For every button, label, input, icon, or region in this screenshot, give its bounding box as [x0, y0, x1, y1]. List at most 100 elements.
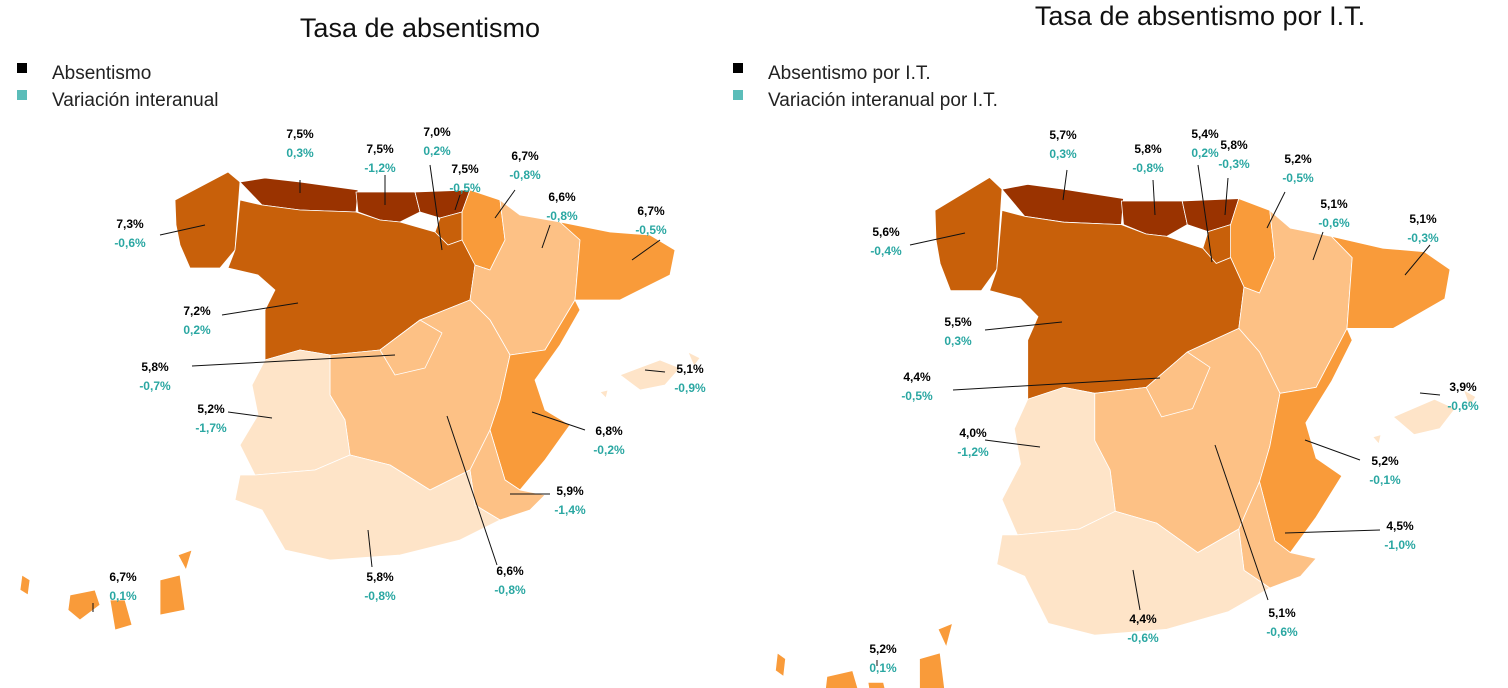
- legend-swatch: [17, 63, 27, 73]
- region: [19, 574, 31, 596]
- region-variation: -0,8%: [364, 589, 396, 603]
- leader-line: [984, 439, 1041, 448]
- region-value: 5,9%: [556, 484, 584, 498]
- region-variation: -1,2%: [364, 161, 396, 175]
- region-variation: -0,1%: [1369, 473, 1401, 487]
- region-value: 5,2%: [1284, 152, 1312, 166]
- map-title: Tasa de absentismo: [300, 13, 540, 43]
- leader-line: [191, 354, 396, 367]
- region-variation: -1,7%: [195, 421, 227, 435]
- region-variation: -0,7%: [139, 379, 171, 393]
- leader-line: [1404, 244, 1431, 276]
- legend-swatch: [733, 90, 743, 100]
- region-variation: 0,2%: [1191, 146, 1219, 160]
- region-variation: -0,6%: [1266, 625, 1298, 639]
- region-variation: -0,5%: [901, 389, 933, 403]
- region-value: 7,2%: [183, 304, 211, 318]
- region-value: 7,3%: [116, 217, 144, 231]
- legend-label: Absentismo por I.T.: [768, 63, 931, 84]
- leader-line: [1266, 191, 1286, 229]
- leader-line: [1419, 392, 1441, 396]
- leader-line: [454, 194, 461, 211]
- region-value: 5,1%: [1268, 606, 1296, 620]
- region-value: 5,2%: [869, 642, 897, 656]
- region: [177, 549, 193, 571]
- region-variation: -1,0%: [1384, 538, 1416, 552]
- region-value: 7,0%: [423, 125, 451, 139]
- region-variation: -0,6%: [1447, 399, 1479, 413]
- region-value: 5,8%: [141, 360, 169, 374]
- region-variation: -1,4%: [554, 503, 586, 517]
- legend-label: Variación interanual: [52, 90, 219, 111]
- region-value: 4,0%: [959, 426, 987, 440]
- legend-label: Absentismo: [52, 63, 151, 84]
- region-variation: -0,6%: [1127, 631, 1159, 645]
- region-value: 5,1%: [1409, 212, 1437, 226]
- leader-line: [1152, 179, 1156, 216]
- region: [937, 623, 953, 648]
- region: [67, 589, 101, 621]
- region-variation: 0,2%: [423, 144, 451, 158]
- region-variation: 0,1%: [109, 589, 137, 603]
- region-variation: -0,5%: [635, 223, 667, 237]
- region-value: 5,8%: [366, 570, 394, 584]
- region-value: 7,5%: [286, 127, 314, 141]
- region-value: 5,4%: [1191, 127, 1219, 141]
- region-variation: -1,2%: [957, 445, 989, 459]
- region-variation: -0,8%: [1132, 161, 1164, 175]
- region-variation: -0,8%: [509, 168, 541, 182]
- region: [867, 682, 886, 688]
- region-value: 5,8%: [1134, 142, 1162, 156]
- leader-line: [644, 369, 666, 373]
- region-value: 4,5%: [1386, 519, 1414, 533]
- leader-line: [429, 164, 443, 251]
- region-value: 6,8%: [595, 424, 623, 438]
- region-variation: -0,3%: [1218, 157, 1250, 171]
- region-variation: -0,8%: [494, 583, 526, 597]
- region-value: 7,5%: [366, 142, 394, 156]
- leader-line: [952, 377, 1161, 391]
- leader-line: [531, 411, 586, 431]
- region-value: 5,6%: [872, 225, 900, 239]
- region-value: 4,4%: [1129, 612, 1157, 626]
- region-value: 5,7%: [1049, 128, 1077, 142]
- region-value: 4,4%: [903, 370, 931, 384]
- region: [687, 351, 701, 367]
- region-value: 5,1%: [1320, 197, 1348, 211]
- region-value: 6,6%: [548, 190, 576, 204]
- region: [489, 299, 581, 491]
- leader-line: [1214, 444, 1269, 601]
- region-variation: 0,3%: [286, 146, 314, 160]
- leader-line: [631, 239, 661, 261]
- leader-line: [1062, 169, 1068, 201]
- region: [599, 389, 609, 399]
- leader-line: [221, 302, 299, 316]
- region: [109, 599, 133, 631]
- region-value: 5,8%: [1220, 138, 1248, 152]
- leader-line: [1304, 439, 1361, 461]
- leader-line: [1197, 164, 1213, 263]
- region-value: 6,7%: [637, 204, 665, 218]
- region-variation: -0,6%: [1318, 216, 1350, 230]
- region-value: 3,9%: [1449, 380, 1477, 394]
- region-value: 5,1%: [676, 362, 704, 376]
- region-variation: 0,2%: [183, 323, 211, 337]
- region-variation: 0,3%: [1049, 147, 1077, 161]
- region: [159, 574, 186, 616]
- map: [19, 171, 701, 631]
- region-value: 5,2%: [197, 402, 225, 416]
- legend-label: Variación interanual por I.T.: [768, 90, 998, 111]
- region: [919, 652, 945, 688]
- region-value: 6,7%: [109, 570, 137, 584]
- map-title: Tasa de absentismo por I.T.: [1035, 1, 1365, 31]
- leader-line: [367, 529, 373, 568]
- leader-line: [1312, 231, 1324, 261]
- region-value: 5,2%: [1371, 454, 1399, 468]
- region: [1331, 235, 1451, 329]
- region-variation: 0,1%: [869, 661, 897, 675]
- leader-line: [541, 224, 551, 249]
- region-variation: -0,9%: [674, 381, 706, 395]
- region-value: 6,7%: [511, 149, 539, 163]
- leader-line: [1132, 569, 1141, 611]
- region-variation: -0,3%: [1407, 231, 1439, 245]
